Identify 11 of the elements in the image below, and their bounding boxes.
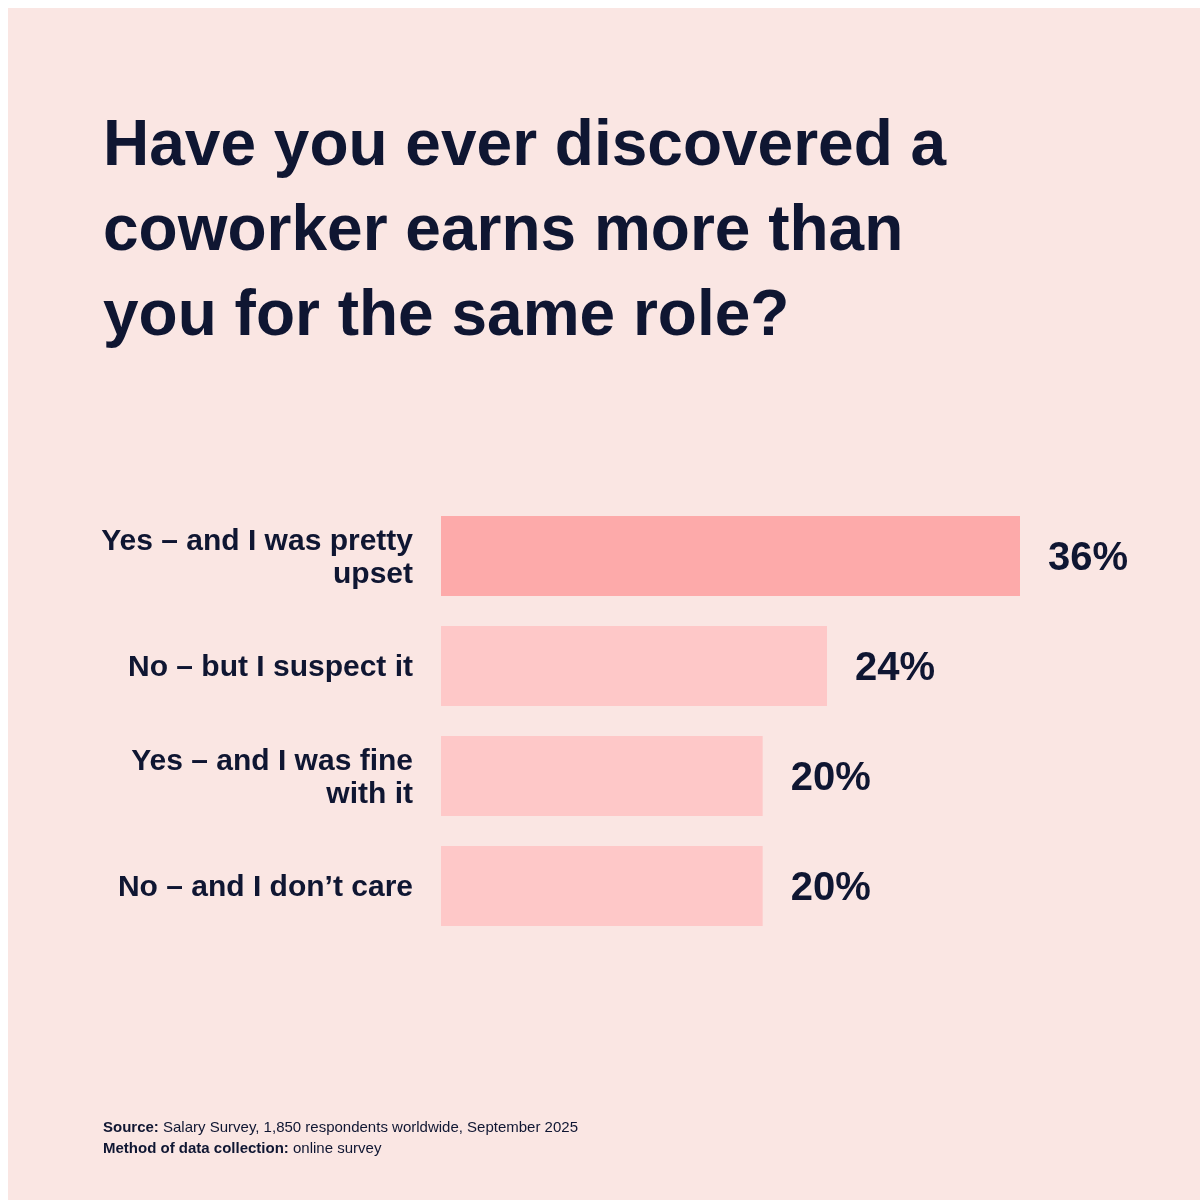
data-label: 20%	[790, 864, 871, 908]
y-tick-label: No – and I don’t care	[117, 869, 413, 902]
data-label: 20%	[790, 754, 871, 798]
source-note: Source: Salary Survey, 1,850 respondents worldwide, September 2025	[103, 1118, 578, 1135]
chart-title: Have you ever discovered a coworker earns more than you for the same role?	[103, 107, 947, 349]
y-tick-label: Yes – and I was pretty upset	[101, 522, 414, 589]
data-label: 24%	[855, 644, 936, 688]
y-tick-label: Yes – and I was fine with it	[131, 742, 413, 809]
text: Method of data collection: online survey	[103, 1139, 382, 1156]
data-label: 36%	[1048, 534, 1129, 578]
y-tick-label: No – but I suspect it	[127, 649, 414, 682]
